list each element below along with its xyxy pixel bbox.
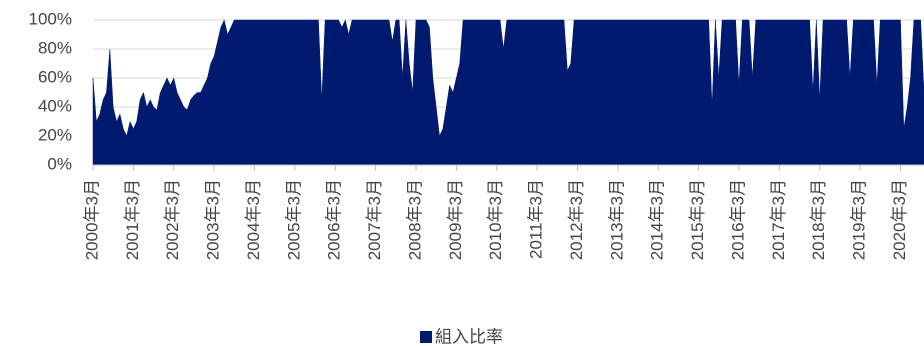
x-tick-label: 2020年3月 (890, 179, 909, 260)
x-tick-label: 2005年3月 (284, 179, 303, 260)
x-tick-label: 2018年3月 (809, 179, 828, 260)
y-tick-label: 0% (47, 154, 72, 173)
x-tick-label: 2007年3月 (365, 179, 384, 260)
legend-label: 組入比率 (435, 327, 503, 346)
x-tick-label: 2010年3月 (486, 179, 505, 260)
x-tick-label: 2011年3月 (527, 179, 546, 259)
x-tick-label: 2015年3月 (688, 179, 707, 260)
area (92, 19, 924, 166)
x-tick-label: 2009年3月 (446, 179, 465, 260)
x-tick-label: 2000年3月 (82, 179, 101, 260)
x-tick-label: 2008年3月 (405, 179, 424, 260)
x-tick-label: 2017年3月 (769, 179, 788, 260)
legend: 組入比率 (420, 327, 503, 346)
x-tick-label: 2004年3月 (244, 179, 263, 260)
y-tick-label: 60% (38, 67, 72, 86)
x-tick-label: 2012年3月 (567, 179, 586, 260)
y-tick-label: 40% (38, 96, 72, 115)
legend-swatch (420, 331, 432, 343)
x-tick-label: 2003年3月 (204, 179, 223, 260)
y-tick-label: 20% (38, 125, 72, 144)
x-tick-label: 2002年3月 (163, 179, 182, 260)
y-tick-label: 80% (38, 38, 72, 57)
x-tick-label: 2001年3月 (123, 179, 142, 260)
x-tick-label: 2016年3月 (728, 179, 747, 260)
y-tick-label: 100% (29, 9, 72, 28)
x-tick-label: 2019年3月 (850, 179, 869, 260)
x-tick-label: 2013年3月 (607, 179, 626, 260)
x-tick-label: 2014年3月 (648, 179, 667, 260)
x-tick-label: 2006年3月 (325, 179, 344, 260)
